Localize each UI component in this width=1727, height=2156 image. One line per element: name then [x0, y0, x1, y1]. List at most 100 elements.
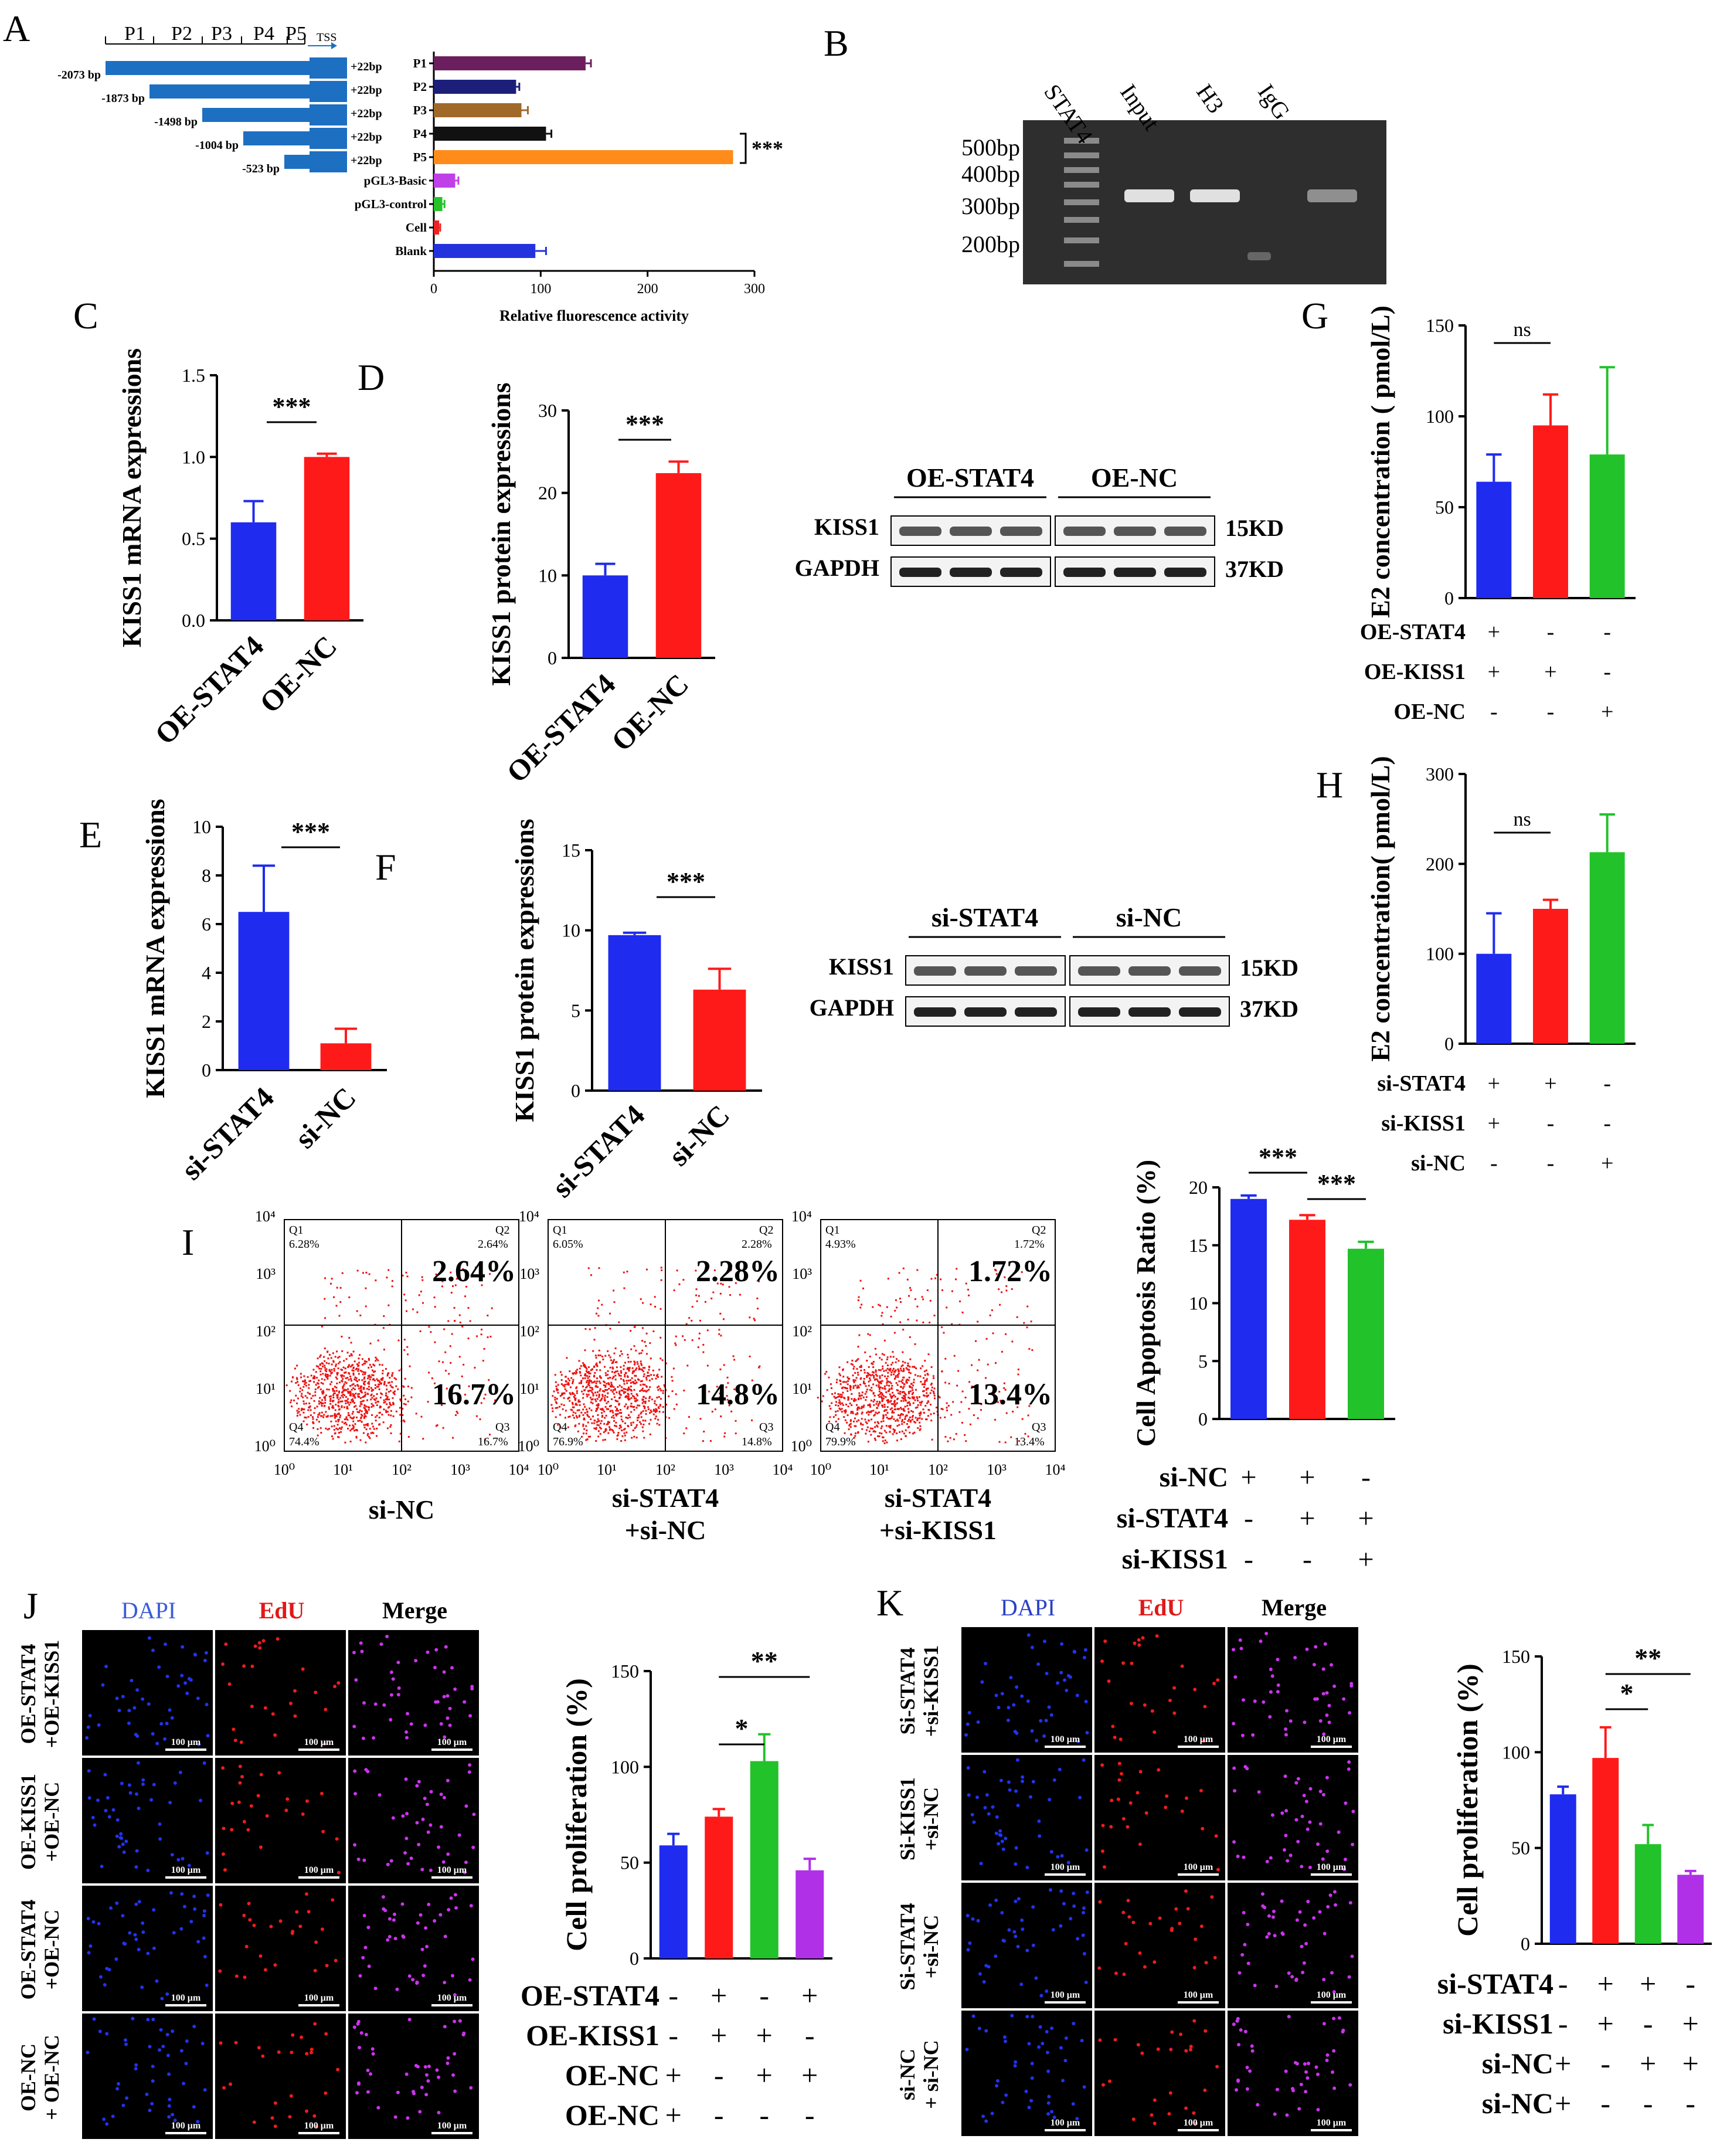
flow-event	[623, 1271, 625, 1274]
flow-event	[724, 1432, 726, 1434]
flow-event	[611, 1362, 613, 1364]
flow-event	[630, 1360, 632, 1363]
flow-event	[328, 1388, 330, 1391]
cell-nucleus	[165, 1675, 169, 1679]
flow-event	[595, 1382, 597, 1384]
cell-nucleus	[178, 1770, 182, 1774]
flow-event	[930, 1404, 932, 1406]
cell-nucleus	[197, 1743, 201, 1747]
flow-event	[872, 1410, 875, 1412]
cell-nucleus	[1153, 1730, 1157, 1734]
flow-event	[356, 1408, 358, 1410]
flow-event	[300, 1376, 302, 1379]
cell-nucleus	[87, 1796, 91, 1800]
flow-event	[660, 1390, 662, 1392]
flow-event	[397, 1388, 399, 1390]
flow-event	[449, 1345, 451, 1347]
flow-event	[726, 1398, 729, 1401]
flow-event	[299, 1414, 301, 1416]
flow-event	[609, 1428, 611, 1430]
cell-nucleus	[151, 1648, 155, 1652]
flow-event	[902, 1414, 904, 1416]
flow-event	[892, 1403, 895, 1405]
flow-event	[361, 1400, 363, 1403]
flow-event	[885, 1431, 888, 1434]
cell-nucleus	[1179, 2032, 1183, 2036]
flow-event	[368, 1367, 370, 1369]
flow-event	[906, 1278, 909, 1281]
flow-event	[351, 1388, 353, 1391]
flow-event	[897, 1414, 899, 1417]
flow-event	[618, 1403, 620, 1405]
flow-event	[624, 1371, 627, 1374]
cell-nucleus	[301, 1812, 305, 1816]
flow-event	[302, 1396, 304, 1398]
flow-event	[421, 1276, 423, 1278]
flow-event	[839, 1374, 841, 1377]
flow-event	[578, 1382, 580, 1384]
cell-nucleus	[1296, 1777, 1300, 1781]
bar-A-8	[434, 244, 536, 258]
flow-event	[300, 1373, 302, 1375]
cell-nucleus	[222, 2086, 226, 2090]
flow-event	[828, 1376, 830, 1379]
flow-event	[403, 1419, 405, 1421]
flow-event	[609, 1327, 611, 1330]
flow-event	[907, 1295, 910, 1297]
flow-event	[302, 1420, 305, 1422]
flow-event	[919, 1414, 921, 1417]
flow-event	[718, 1333, 720, 1335]
category-label: Blank	[395, 244, 427, 258]
y-tick-label: 5	[571, 1000, 580, 1021]
cell-nucleus	[435, 2068, 439, 2072]
flow-event	[595, 1400, 597, 1403]
cell-nucleus	[141, 1778, 145, 1782]
flow-event	[370, 1393, 373, 1396]
flow-event	[603, 1410, 606, 1413]
flow-event	[577, 1401, 580, 1403]
cell-nucleus	[193, 1653, 198, 1657]
flow-event	[829, 1383, 832, 1386]
cell-nucleus	[1036, 1662, 1041, 1666]
flow-event	[336, 1373, 338, 1376]
flow-event	[335, 1414, 337, 1417]
flow-event	[899, 1414, 902, 1417]
microscopy-image	[961, 1883, 1092, 2008]
cell-nucleus	[1325, 2053, 1330, 2057]
flow-event	[325, 1376, 327, 1378]
cell-nucleus	[333, 1685, 337, 1689]
cell-nucleus	[453, 2052, 457, 2056]
cell-nucleus	[1316, 2107, 1320, 2111]
flow-event	[849, 1422, 852, 1425]
flow-event	[322, 1416, 325, 1418]
flow-event	[727, 1382, 729, 1384]
flow-event	[614, 1379, 617, 1381]
flow-event	[593, 1420, 596, 1422]
flow-event	[580, 1381, 582, 1383]
cell-nucleus	[183, 1681, 188, 1685]
cell-nucleus	[472, 1812, 476, 1817]
flow-event	[946, 1409, 949, 1411]
flow-event	[357, 1393, 359, 1396]
condition-sign: -	[1603, 1071, 1611, 1096]
flow-event	[626, 1375, 628, 1377]
flow-event	[868, 1414, 870, 1416]
cell-nucleus	[1184, 1889, 1188, 1893]
flow-event	[332, 1352, 334, 1354]
flow-event	[599, 1376, 601, 1379]
flow-event	[909, 1421, 912, 1423]
flow-event	[837, 1393, 839, 1395]
cell-nucleus	[105, 2122, 109, 2126]
condition-sign: -	[1600, 2087, 1610, 2120]
cell-nucleus	[1066, 1860, 1070, 1865]
flow-event	[897, 1368, 899, 1370]
cell-nucleus	[223, 1868, 227, 1872]
flow-event	[926, 1418, 928, 1421]
flow-event	[911, 1416, 913, 1418]
flow-event	[642, 1410, 644, 1413]
flow-event	[594, 1327, 596, 1329]
cell-nucleus	[205, 1702, 209, 1706]
flow-event	[1011, 1288, 1013, 1290]
flow-event	[872, 1371, 874, 1373]
cell-nucleus	[259, 1954, 263, 1958]
